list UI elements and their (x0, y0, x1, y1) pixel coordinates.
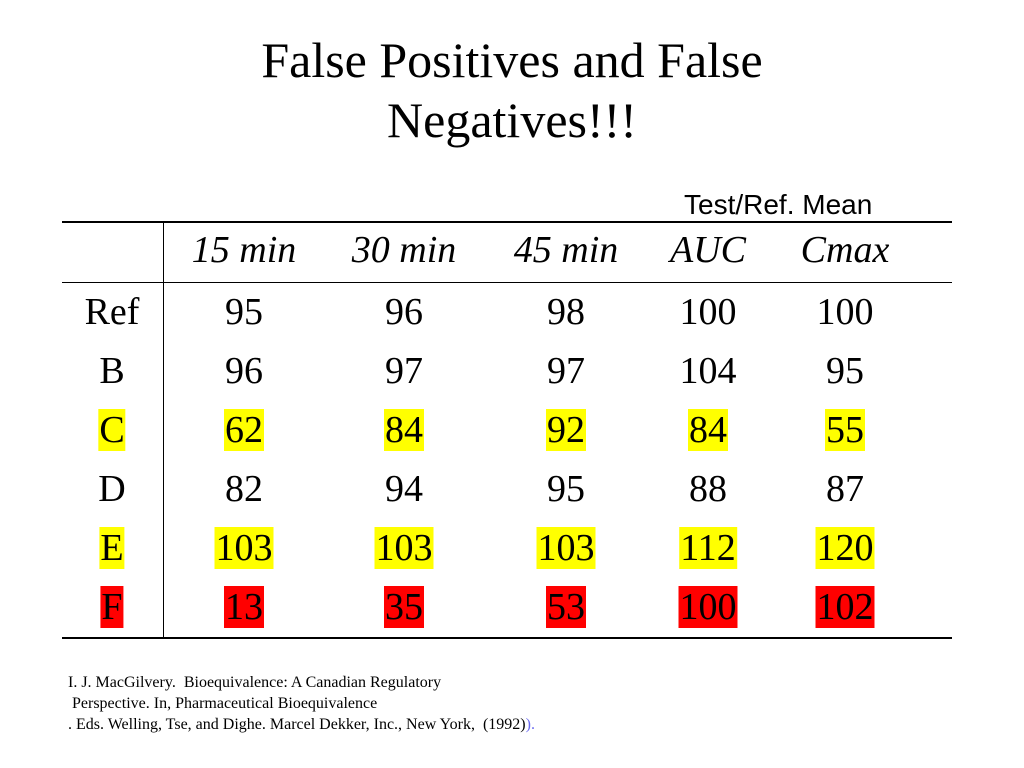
table-cell: 95 (224, 292, 264, 332)
table-cell-value: 97 (385, 350, 423, 392)
column-header-text: 30 min (351, 229, 457, 271)
table-cell: 120 (815, 527, 875, 569)
table-header-rule (62, 282, 952, 283)
table-cell-value: 120 (815, 527, 875, 569)
table-cell-value: 103 (374, 527, 434, 569)
row-label-text: B (99, 350, 125, 392)
table-cell-value: 97 (547, 350, 585, 392)
row-label-text: Ref (84, 291, 140, 333)
table-top-rule (62, 221, 952, 223)
table-cell: 87 (825, 469, 865, 509)
citation-line-1: I. J. MacGilvery. Bioequivalence: A Cana… (68, 674, 442, 691)
table-cell: 95 (825, 351, 865, 391)
table-cell: 100 (816, 292, 875, 332)
citation: I. J. MacGilvery. Bioequivalence: A Cana… (68, 672, 535, 735)
row-label-text: C (98, 409, 126, 451)
column-header-text: 45 min (513, 229, 619, 271)
row-label: D (97, 469, 126, 509)
table-cell-value: 53 (546, 586, 586, 628)
citation-line-2: Perspective. In, Pharmaceutical Bioequiv… (68, 695, 378, 712)
row-label-text: E (99, 527, 125, 569)
table-cell: 53 (546, 586, 586, 628)
table-cell-value: 98 (547, 291, 585, 333)
table-cell-value: 94 (385, 468, 423, 510)
row-label: Ref (84, 292, 141, 332)
table-cell: 13 (224, 586, 264, 628)
slide-title-line-2: Negatives!!! (387, 92, 637, 148)
table-cell: 84 (688, 409, 728, 451)
row-label-text: D (98, 468, 126, 510)
table-cell-value: 96 (225, 350, 263, 392)
table-cell-value: 100 (679, 291, 737, 333)
table-cell-value: 55 (825, 409, 865, 451)
slide-title: False Positives and False Negatives!!! (0, 30, 1024, 150)
citation-line-3-text: . Eds. Welling, Tse, and Dighe. Marcel D… (68, 716, 526, 733)
column-header-text: Cmax (800, 229, 890, 271)
row-label-text: F (100, 586, 124, 628)
table-cell-value: 87 (826, 468, 864, 510)
table-cell-value: 84 (384, 409, 424, 451)
citation-line-3-tail: ). (525, 716, 535, 733)
table-cell-value: 95 (225, 291, 263, 333)
table-cell-value: 96 (385, 291, 423, 333)
table-cell: 62 (224, 409, 264, 451)
column-header-text: AUC (670, 229, 746, 271)
column-header: Cmax (800, 230, 891, 270)
row-label: C (98, 409, 126, 451)
table-cell-value: 13 (224, 586, 264, 628)
table-cell-value: 82 (225, 468, 263, 510)
column-header: 15 min (191, 230, 298, 270)
table-cell: 96 (384, 292, 424, 332)
table-cell-value: 100 (678, 586, 738, 628)
table-cell: 103 (536, 527, 596, 569)
table-cell: 97 (546, 351, 586, 391)
table-cell-value: 103 (536, 527, 596, 569)
table-cell: 92 (546, 409, 586, 451)
table-cell: 97 (384, 351, 424, 391)
table-cell: 103 (374, 527, 434, 569)
table-cell: 98 (546, 292, 586, 332)
table-cell: 94 (384, 469, 424, 509)
slide-title-line-1: False Positives and False (261, 32, 763, 88)
table-cell: 95 (546, 469, 586, 509)
table-cell-value: 100 (816, 291, 874, 333)
row-label: E (99, 527, 125, 569)
column-header: 45 min (513, 230, 620, 270)
table-cell-value: 104 (679, 350, 737, 392)
table-cell: 102 (815, 586, 875, 628)
table-cell-value: 62 (224, 409, 264, 451)
column-header: AUC (669, 230, 747, 270)
column-header: 30 min (351, 230, 458, 270)
table-caption: Test/Ref. Mean (684, 189, 873, 220)
table-cell: 100 (678, 586, 738, 628)
row-label: B (98, 351, 125, 391)
table-cell: 103 (214, 527, 274, 569)
table-cell: 82 (224, 469, 264, 509)
table-bottom-rule (62, 637, 952, 639)
table-label-divider (163, 221, 164, 638)
citation-line-3: . Eds. Welling, Tse, and Dighe. Marcel D… (68, 714, 535, 735)
table-cell-value: 103 (214, 527, 274, 569)
table-cell-value: 88 (689, 468, 727, 510)
table-cell: 100 (679, 292, 738, 332)
table-cell: 84 (384, 409, 424, 451)
table-cell: 112 (679, 527, 737, 569)
table-cell-value: 95 (547, 468, 585, 510)
table-cell-value: 102 (815, 586, 875, 628)
table-cell-value: 95 (826, 350, 864, 392)
table-cell: 96 (224, 351, 264, 391)
row-label: F (100, 586, 124, 628)
column-header-text: 15 min (191, 229, 297, 271)
table-cell: 55 (825, 409, 865, 451)
table-cell-value: 112 (679, 527, 737, 569)
table-cell-value: 84 (688, 409, 728, 451)
table-cell: 104 (679, 351, 738, 391)
table-cell: 35 (384, 586, 424, 628)
table-cell: 88 (688, 469, 728, 509)
table-cell-value: 92 (546, 409, 586, 451)
table-cell-value: 35 (384, 586, 424, 628)
